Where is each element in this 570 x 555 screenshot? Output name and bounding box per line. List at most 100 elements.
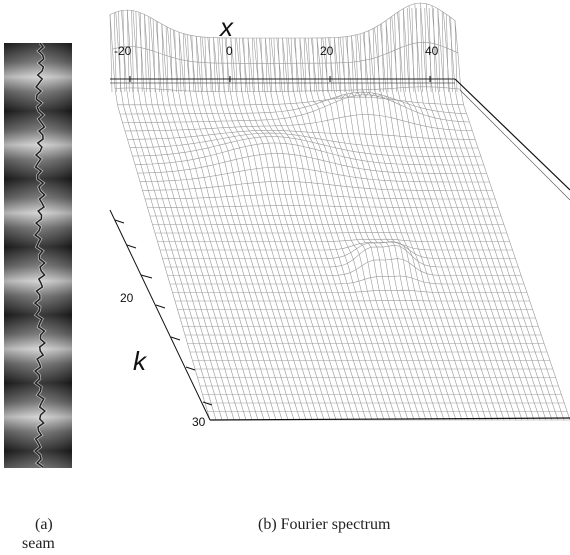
caption-a: (a) seam (22, 515, 55, 553)
mesh-line (161, 23, 165, 93)
mesh-line (157, 21, 160, 93)
mesh-line (372, 28, 376, 93)
mesh-line (414, 3, 529, 421)
x-tick-label: 0 (226, 44, 233, 58)
mesh-line (316, 37, 427, 421)
mesh-line (334, 37, 445, 421)
mesh-line (127, 9, 130, 93)
mesh-line (253, 37, 361, 421)
mesh-line (403, 8, 406, 93)
mesh-line (311, 37, 421, 421)
mesh-line (408, 5, 523, 421)
mesh-line (299, 37, 409, 421)
mesh-line (433, 7, 436, 93)
mesh-line (443, 12, 559, 421)
mesh-line (152, 19, 156, 93)
fourier-spectrum-plot: x -20 0 20 40 k 20 30 (109, 2, 570, 429)
mesh-line (191, 35, 195, 93)
caption-b: (b) Fourier spectrum (258, 516, 391, 533)
mesh-line (134, 142, 484, 166)
mesh-line (345, 36, 457, 421)
mesh-line (208, 37, 212, 93)
mesh-line (377, 26, 380, 93)
caption-a-text: seam (22, 535, 55, 552)
k-axis-ticks (114, 219, 213, 406)
mesh-line (415, 7, 419, 93)
mesh-line (196, 36, 301, 421)
mesh-line (259, 37, 367, 421)
x-axis-ticks (129, 76, 431, 82)
mesh-line (293, 37, 403, 421)
mesh-line (368, 30, 372, 93)
mesh-line (138, 12, 241, 421)
spectrum-mesh (109, 2, 570, 421)
seam-image (4, 43, 72, 468)
mesh-line (165, 26, 169, 93)
mesh-line (256, 37, 259, 93)
mesh-line (277, 37, 281, 93)
mesh-line (273, 37, 277, 93)
mesh-line (247, 37, 355, 421)
mesh-line (122, 10, 126, 93)
mesh-line (204, 37, 208, 93)
mesh-line (190, 35, 295, 421)
mesh-line (328, 37, 439, 421)
mesh-line (403, 8, 517, 421)
mesh-line (239, 37, 242, 93)
k-axis-line (109, 209, 211, 421)
mesh-line (150, 17, 253, 421)
mesh-line (380, 24, 493, 421)
mesh-line (368, 30, 481, 421)
mesh-line (174, 30, 177, 93)
mesh-line (161, 23, 265, 421)
mesh-line (207, 37, 313, 421)
mesh-line (290, 37, 294, 93)
mesh-line (173, 29, 277, 421)
mesh-line (270, 37, 379, 421)
mesh-line (230, 37, 337, 421)
mesh-line (155, 20, 259, 421)
mesh-line (282, 37, 391, 421)
mesh-line (359, 33, 363, 93)
mesh-line (390, 17, 393, 93)
x-tick-label: 40 (425, 44, 439, 58)
mesh-line (243, 37, 246, 93)
mesh-line (224, 37, 331, 421)
mesh-line (420, 2, 535, 421)
mesh-line (213, 37, 319, 421)
mesh-line (424, 7, 428, 93)
mesh-line (115, 12, 217, 421)
mesh-line (397, 12, 511, 421)
x-tick-label: 20 (320, 44, 334, 58)
right-floor-edge (454, 78, 570, 191)
mesh-line (454, 20, 570, 421)
mesh-line (355, 34, 359, 93)
mesh-line (109, 2, 456, 39)
mesh-line (125, 114, 473, 132)
mesh-line (431, 5, 547, 421)
mesh-line (139, 12, 143, 93)
mesh-line (221, 37, 225, 93)
mesh-line (381, 23, 384, 93)
mesh-line (167, 27, 271, 421)
mesh-line (120, 91, 467, 115)
mesh-line (364, 32, 367, 93)
caption-a-label: (a) (35, 516, 53, 533)
mesh-line (236, 37, 343, 421)
mesh-line (219, 37, 325, 421)
k-tick-label: 20 (120, 291, 134, 305)
mesh-line (178, 32, 182, 93)
mesh-line (385, 20, 499, 421)
mesh-line (305, 37, 415, 421)
mesh-line (362, 32, 475, 421)
mesh-line (391, 16, 505, 421)
mesh-line (308, 37, 311, 93)
x-tick-label: -20 (114, 44, 132, 58)
mesh-line (132, 10, 235, 421)
mesh-line (449, 16, 565, 421)
mesh-line (184, 33, 289, 421)
mesh-line (450, 17, 453, 93)
mesh-line (437, 8, 553, 421)
mesh-line (407, 7, 410, 93)
mesh-line (428, 7, 432, 93)
